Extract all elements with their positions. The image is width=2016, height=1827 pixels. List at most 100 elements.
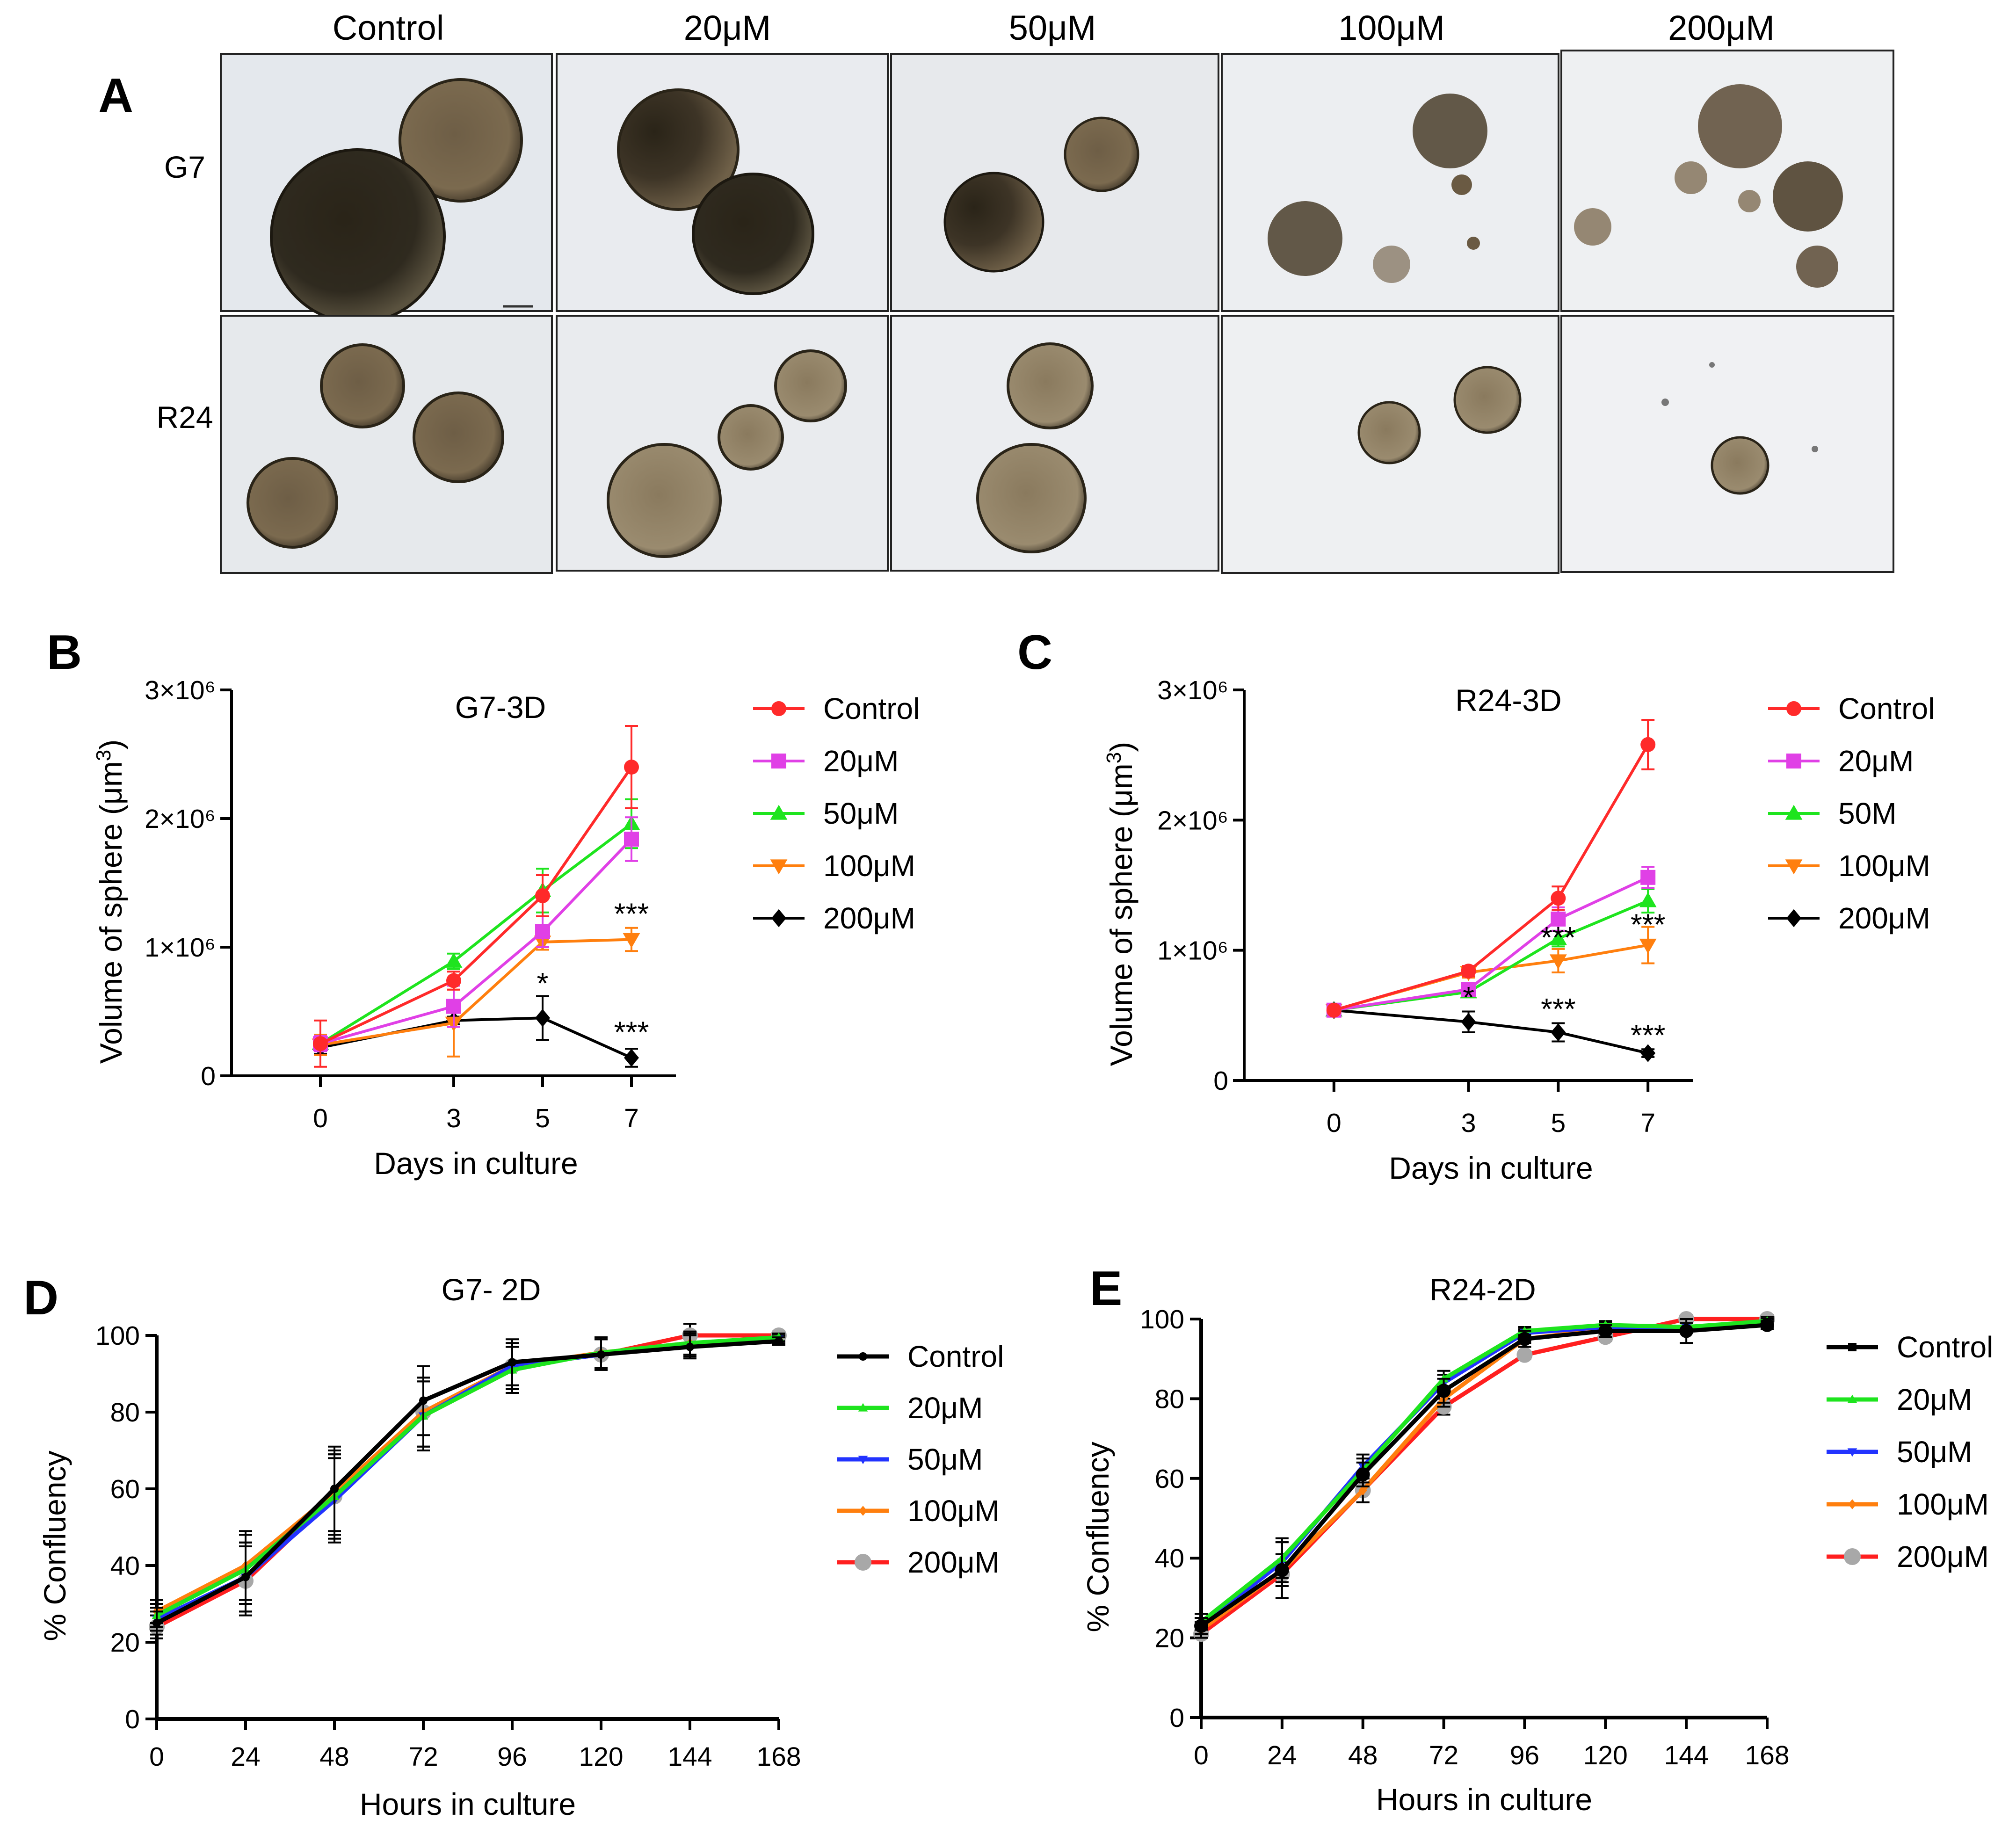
data-point [153,1619,160,1627]
data-point [623,933,640,948]
x-tick-label: 24 [231,1742,260,1772]
y-tick-label: 40 [1155,1544,1184,1573]
x-tick-label: 72 [408,1742,438,1772]
series-line [156,1339,779,1625]
data-point [624,760,639,775]
legend-item: 100μM [837,1494,1000,1528]
data-point [1640,870,1656,885]
legend-swatch-marker [858,1403,868,1412]
legend-swatch-marker [859,1352,867,1361]
y-tick-label: 60 [1155,1464,1184,1494]
data-point [535,1009,550,1027]
data-point [686,1343,694,1351]
x-tick-label: 7 [624,1103,639,1133]
significance-marker: *** [1631,1018,1666,1052]
y-tick-label: 60 [110,1474,140,1504]
data-point [1461,964,1476,979]
column-header-200um: 200μM [1668,8,1775,47]
legend-label: 100μM [1838,849,1930,883]
legend-swatch-marker [770,805,788,820]
x-tick-label: 5 [535,1103,550,1133]
legend-swatch-marker [1844,1548,1861,1565]
legend-item: 100μM [1768,849,1930,883]
x-tick-label: 7 [1640,1108,1655,1138]
legend-label: Control [1838,692,1935,725]
data-point [624,1049,639,1067]
series-line [1334,876,1649,1012]
micrograph-r24-100um [1221,315,1559,574]
column-header-20um: 20μM [684,8,771,47]
chart-r24-3d: C R24-3D 0 1×10⁶ 2×10⁶ 3×10⁶ 0 3 5 7 Days in cultu… [1017,625,1935,1185]
chart-title: R24-3D [1455,683,1561,718]
data-point [1639,892,1657,907]
series-line [320,938,632,1046]
x-tick-label: 0 [1194,1740,1209,1770]
y-axis-label: Volume of sphere (μm3) [1102,742,1139,1066]
data-point [1551,891,1566,906]
legend-swatch-marker [1786,701,1801,716]
y-tick-label: 3×10⁶ [145,675,216,705]
legend-item: 20μM [837,1391,983,1425]
series-200m [149,1323,787,1639]
legend-item: 200μM [1827,1540,1989,1573]
legend-label: 50μM [1897,1435,1972,1469]
series-20m [1326,866,1656,1018]
data-point [1461,1013,1476,1031]
data-point [624,832,639,847]
x-axis-label: Hours in culture [360,1787,576,1821]
data-point [1275,1563,1289,1577]
data-point [1598,1324,1613,1338]
data-point [1194,1619,1208,1633]
legend-item: 200μM [837,1545,1000,1579]
data-point [446,973,461,988]
legend-label: 50μM [907,1443,983,1476]
panel-letter-c: C [1017,625,1052,680]
y-tick-label: 20 [110,1628,140,1658]
data-point [331,1485,338,1493]
y-axis-label: % Confluency [1081,1442,1115,1632]
series-line [155,1335,779,1617]
significance-marker: *** [614,1015,649,1049]
data-point [508,1358,516,1366]
legend-label: 100μM [823,849,915,883]
series-control [313,725,639,1068]
x-tick-label: 144 [667,1742,712,1772]
data-point [1640,737,1656,752]
panel-letter-d: D [23,1271,58,1325]
y-tick-label: 1×10⁶ [145,933,216,963]
legend-item: 20μM [753,744,899,778]
legend-label: Control [823,692,920,725]
y-tick-label: 100 [95,1321,140,1351]
row-header-g7: G7 [164,150,205,184]
y-tick-label: 0 [1213,1066,1228,1096]
data-point [1461,982,1476,997]
data-point [535,924,550,939]
data-point [1760,1318,1774,1332]
legend-swatch-marker [1847,1394,1857,1403]
legend-label: 50M [1838,797,1897,830]
x-axis-label: Days in culture [374,1146,578,1181]
series-200m [1193,1311,1775,1642]
data-point [1549,954,1567,970]
legend-swatch-marker [771,754,786,768]
chart-title: G7- 2D [442,1272,541,1307]
significance-marker: *** [1541,992,1576,1026]
x-tick-label: 3 [1461,1108,1476,1138]
chart-r24-2d: E R24-2D 0 20 40 60 80 100 0 24 48 72 96 120 144 168 Hou… [1081,1262,1993,1817]
significance-marker: * [1463,980,1474,1014]
chart-g7-3d: B G7-3D 0 1×10⁶ 2×10⁶ 3×10⁶ 0 3 5 7 Days in cultur… [47,625,920,1181]
series-100m [312,927,640,1058]
legend-label: 100μM [1897,1487,1989,1521]
legend-item: 50μM [837,1443,983,1476]
x-tick-label: 96 [1510,1740,1539,1770]
x-tick-label: 3 [446,1103,461,1133]
legend-swatch-marker [855,1554,871,1571]
micrograph-r24-200um [1560,315,1894,573]
panel-letter-a: A [98,69,133,123]
y-axis-label: Volume of sphere (μm3) [92,740,128,1064]
legend-swatch-marker [771,701,786,716]
micrograph-r24-20um [556,315,889,572]
micrograph-g7-control [220,53,553,324]
data-point [445,952,463,968]
y-tick-label: 0 [1169,1703,1184,1733]
